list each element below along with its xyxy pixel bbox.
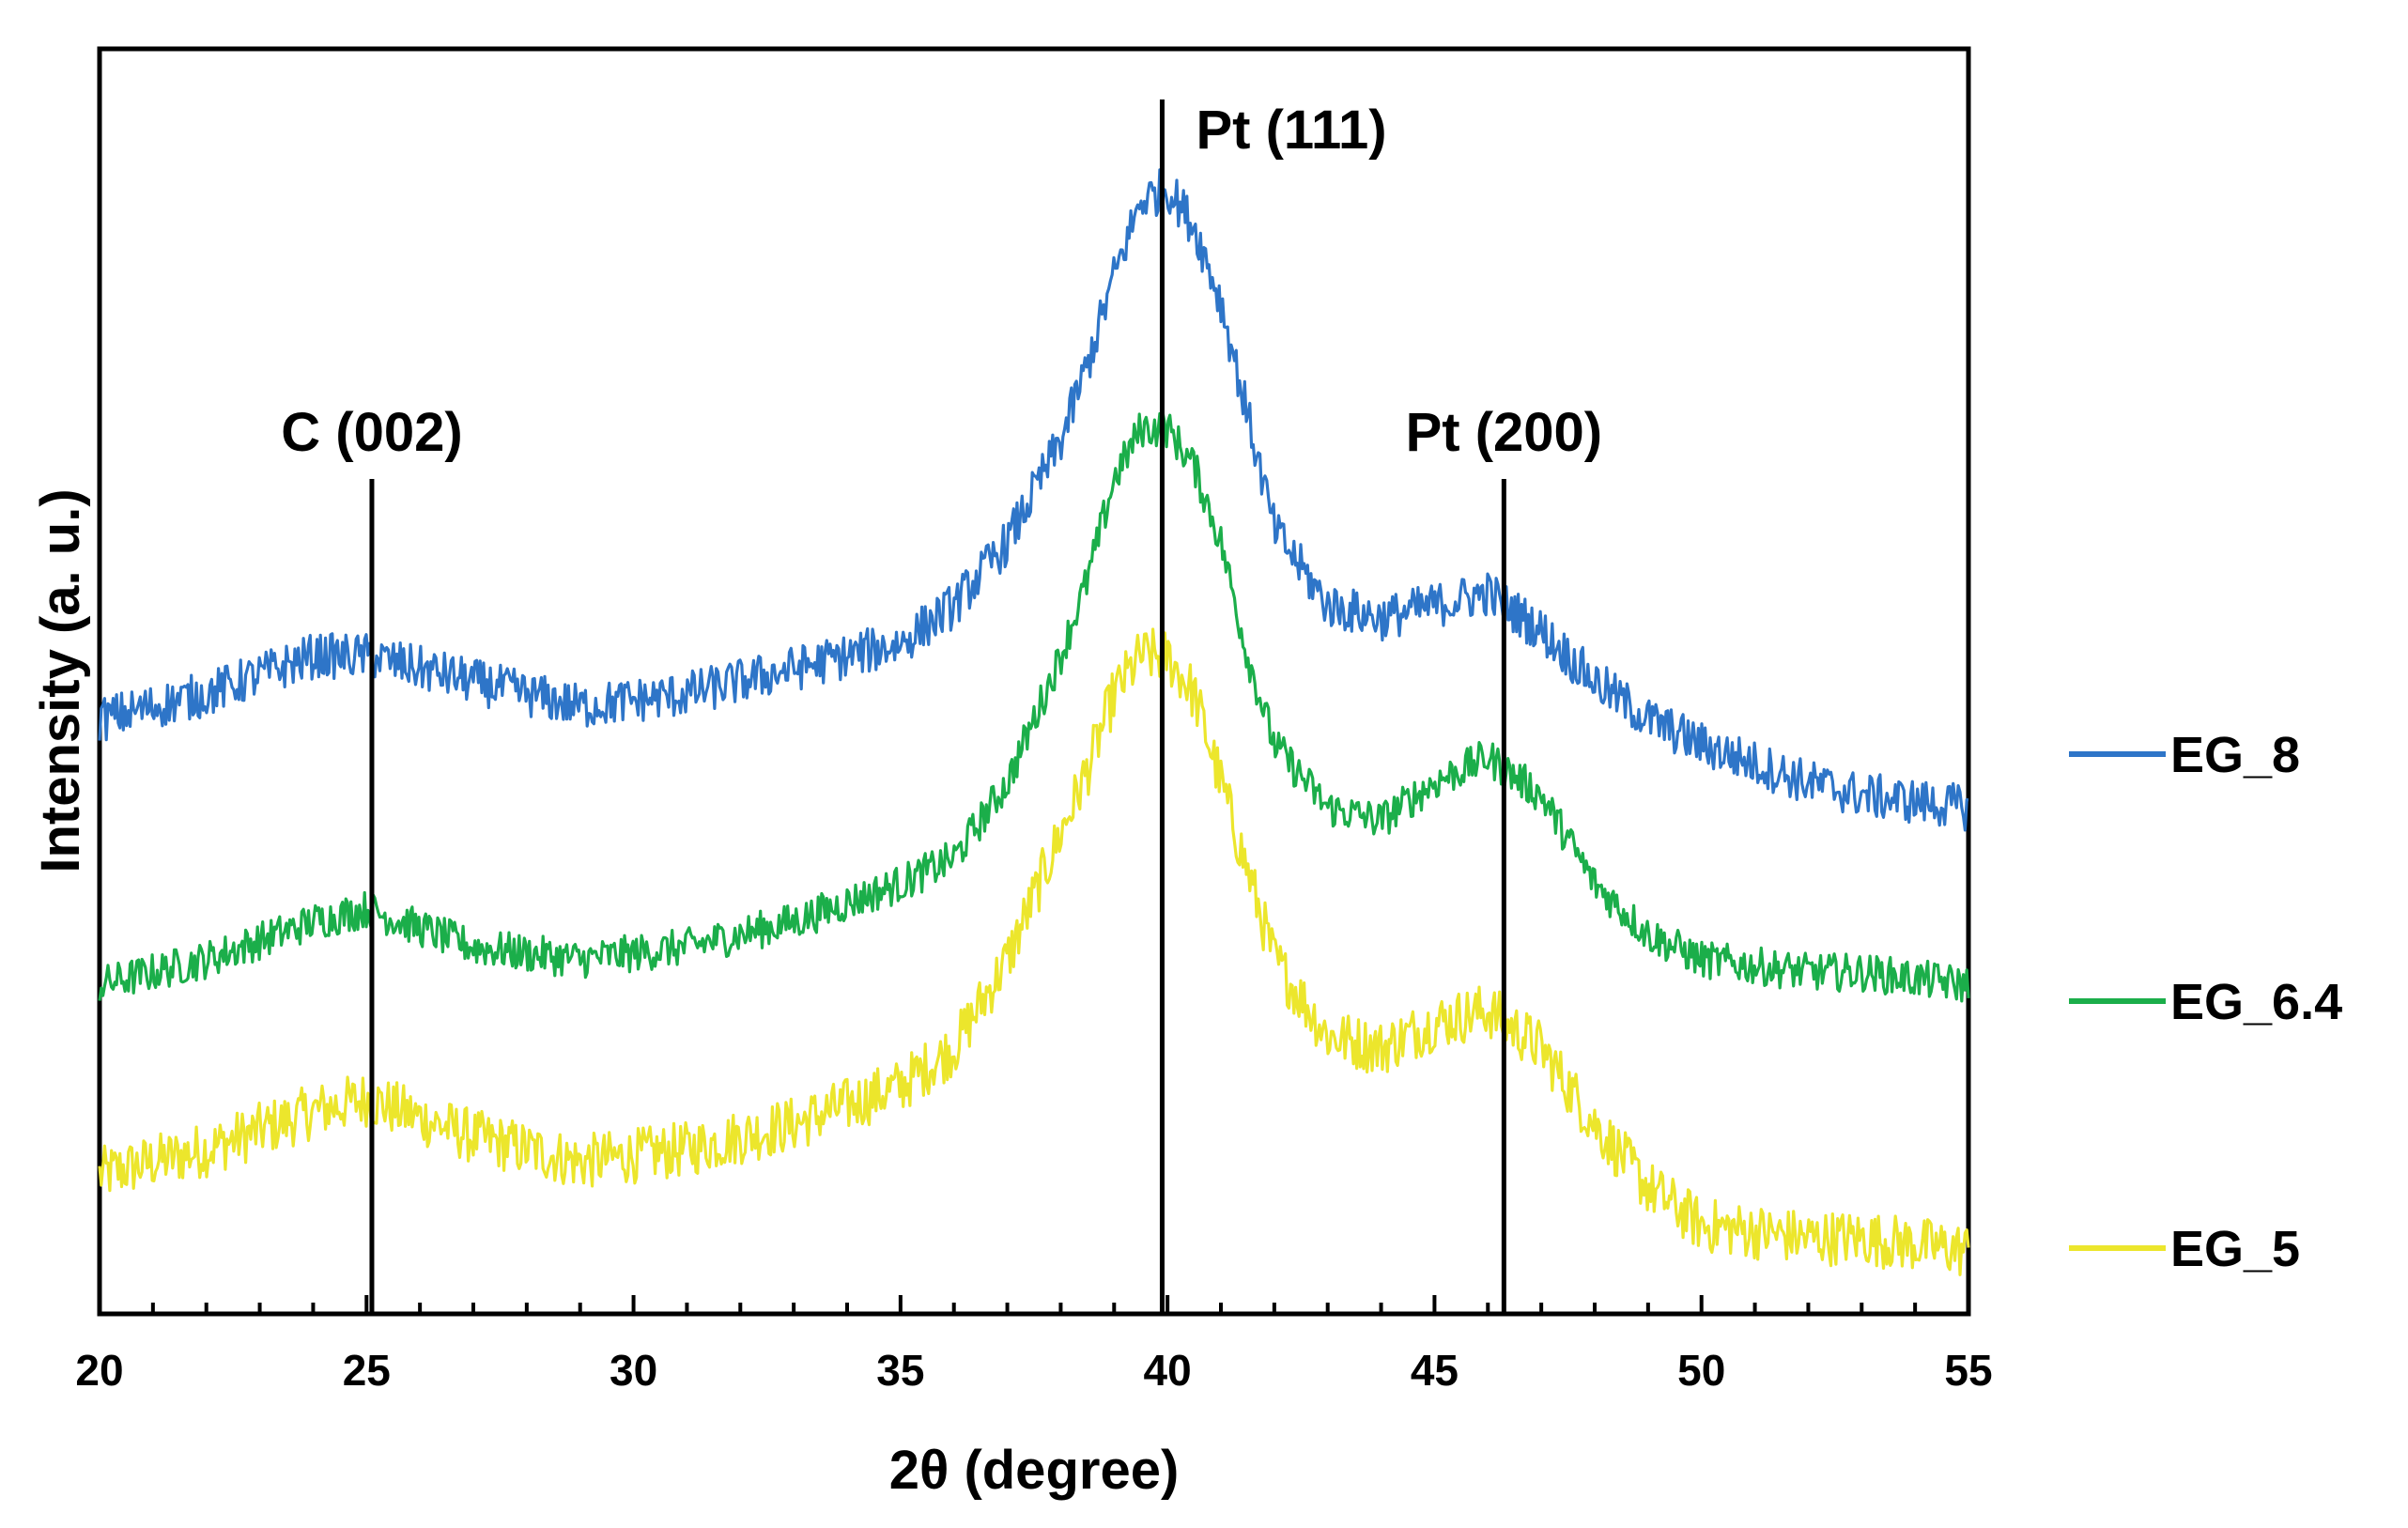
peak-label: Pt (200) xyxy=(1406,402,1603,463)
legend-label: EG_5 xyxy=(2170,1221,2300,1277)
x-tick-label: 55 xyxy=(1944,1346,1992,1395)
legend-label: EG_8 xyxy=(2170,727,2300,783)
peak-label: C (002) xyxy=(281,402,462,463)
x-tick-label: 25 xyxy=(343,1346,391,1395)
peak-label: Pt (111) xyxy=(1196,100,1386,161)
annotation-layer: C (002) Pt (111) Pt (200) xyxy=(281,99,1603,1314)
x-axis: 20 25 30 35 40 45 50 55 xyxy=(75,1295,1993,1395)
y-axis-title: Intensity (a. u.) xyxy=(30,488,91,872)
series-line-EG-5 xyxy=(98,627,1970,1276)
series-line-EG-6-4 xyxy=(98,411,1970,1003)
series-layer xyxy=(98,168,1970,1276)
x-tick-label: 40 xyxy=(1144,1346,1192,1395)
x-tick-label: 20 xyxy=(75,1346,123,1395)
x-tick-label: 30 xyxy=(610,1346,657,1395)
x-tick-label: 45 xyxy=(1411,1346,1459,1395)
x-tick-label: 35 xyxy=(876,1346,924,1395)
x-tick-label: 50 xyxy=(1677,1346,1725,1395)
plot-frame xyxy=(97,46,1971,1317)
series-line-EG-8 xyxy=(98,168,1969,832)
legend-label: EG_6.4 xyxy=(2170,974,2342,1030)
x-axis-title: 2θ (degree) xyxy=(889,1440,1180,1501)
legend: EG_8 EG_6.4 EG_5 xyxy=(2069,727,2342,1277)
